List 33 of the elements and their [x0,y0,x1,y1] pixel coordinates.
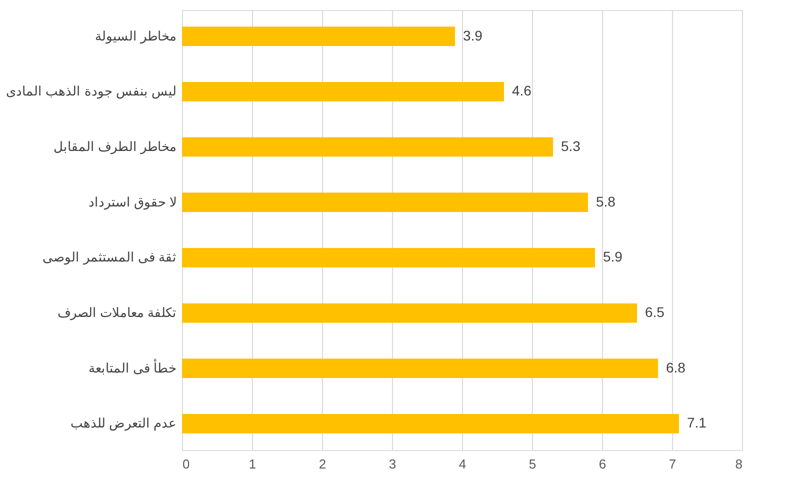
bar [182,192,588,212]
data-label: 5.3 [561,138,581,154]
data-label: 6.5 [645,304,665,320]
x-tick-label: 0 [182,456,190,472]
data-label: 3.9 [463,27,483,44]
bar [182,248,595,268]
x-tick-label: 4 [458,456,466,472]
y-tick-label: ليس بنفس جودة الذهب المادى [6,84,176,100]
data-label: 4.6 [512,82,532,99]
bar [182,303,637,323]
data-label: 5.9 [603,248,623,265]
x-tick-label: 7 [668,456,676,472]
bar [182,414,679,434]
x-tick-label: 3 [388,456,396,472]
y-tick-label: مخاطر السيولة [94,28,176,44]
x-tick-label: 8 [735,456,742,472]
y-tick-label: لا حقوق استرداد [88,194,176,210]
data-label: 5.8 [596,193,616,210]
y-tick-label: مخاطر الطرف المقابل [53,138,176,155]
bar [182,82,504,102]
y-tick-label: عدم التعرض للذهب [70,416,176,432]
bar [182,137,553,157]
x-tick-label: 6 [598,456,606,472]
x-tick-label: 1 [248,456,256,472]
data-label: 7.1 [687,414,707,431]
data-label: 6.8 [666,359,686,376]
bar [182,358,658,378]
bar [182,26,455,46]
y-tick-label: خطأ فى المتابعة [88,358,176,376]
x-tick-label: 2 [318,456,326,472]
y-tick-label: تكلفة معاملات الصرف [57,305,176,322]
y-tick-label: ثقة فى المستثمر الوصى [42,250,176,266]
x-tick-label: 5 [528,456,536,472]
